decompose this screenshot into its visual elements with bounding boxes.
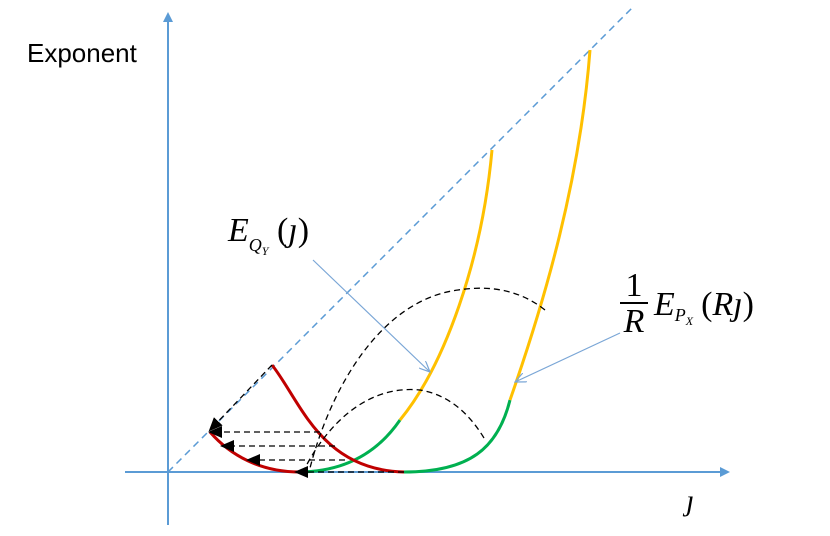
left-curve-green — [297, 419, 402, 474]
eq-arg: ȷ — [288, 212, 298, 249]
ep-arg: Rȷ — [712, 286, 743, 323]
ep-sub: P — [674, 304, 686, 325]
eq-sub: Q — [248, 235, 262, 255]
ep-base: E — [654, 286, 675, 323]
eq-open: ( — [276, 212, 289, 249]
ep-subsub: X — [685, 313, 694, 328]
left-curve-yellow — [398, 149, 494, 421]
eq-label: EQY (ȷ) — [228, 212, 310, 258]
diagonal-line — [167, 7, 633, 473]
red-curve — [208, 364, 405, 474]
pointer-eq — [312, 259, 430, 372]
x-axis-label: ȷ — [686, 484, 695, 517]
eq-close: ) — [297, 212, 310, 249]
eq-subsub: Y — [261, 244, 269, 258]
ep-label: 1 R E PX (Rȷ) — [620, 267, 754, 340]
right-curve-green — [403, 399, 512, 474]
dashed-arrow-diagonal — [208, 364, 273, 432]
eq-base: E — [228, 212, 249, 249]
y-axis-label: Exponent — [27, 38, 137, 68]
pointer-ep — [515, 332, 621, 382]
dashed-arc-outer — [309, 287, 546, 469]
right-curve-yellow — [508, 49, 592, 401]
ep-num: 1 — [625, 267, 643, 304]
ep-open: ( — [701, 286, 713, 323]
ep-den: R — [623, 303, 645, 340]
ep-close: ) — [742, 286, 754, 323]
